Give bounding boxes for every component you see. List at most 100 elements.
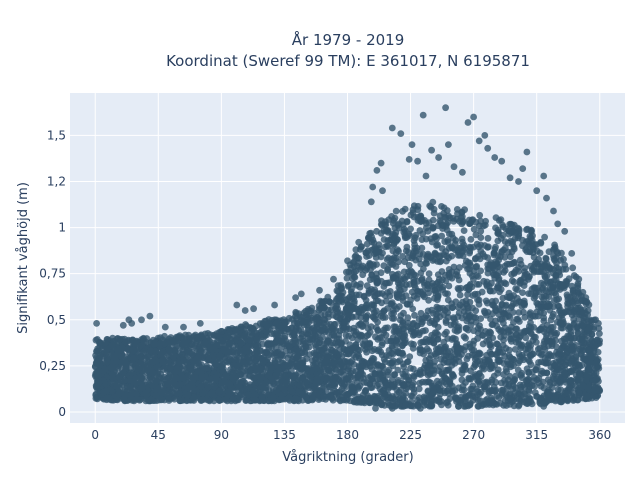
data-point bbox=[336, 369, 344, 376]
data-point bbox=[474, 358, 482, 365]
data-point bbox=[476, 322, 483, 330]
data-point bbox=[302, 307, 309, 315]
data-point bbox=[317, 368, 325, 376]
data-point bbox=[250, 363, 258, 371]
data-point bbox=[422, 259, 430, 267]
data-point bbox=[528, 285, 536, 293]
data-point bbox=[126, 384, 134, 391]
data-point bbox=[331, 348, 339, 355]
data-point bbox=[511, 346, 519, 353]
data-point bbox=[481, 242, 489, 249]
data-point bbox=[363, 348, 370, 356]
data-point bbox=[444, 313, 452, 321]
data-point bbox=[368, 233, 375, 241]
data-point bbox=[484, 269, 492, 277]
data-point bbox=[588, 354, 596, 361]
data-point bbox=[355, 385, 362, 392]
data-point bbox=[537, 279, 545, 287]
data-point bbox=[458, 376, 466, 384]
data-point bbox=[318, 298, 326, 306]
data-point bbox=[460, 227, 468, 235]
data-point bbox=[561, 342, 568, 349]
data-point bbox=[426, 355, 433, 363]
data-point bbox=[384, 385, 392, 393]
data-point bbox=[404, 373, 412, 380]
data-point bbox=[425, 276, 433, 284]
data-point bbox=[306, 339, 314, 346]
data-point bbox=[495, 217, 503, 224]
data-point bbox=[516, 256, 524, 264]
data-point bbox=[565, 325, 573, 333]
data-point bbox=[411, 244, 419, 252]
data-point bbox=[506, 361, 514, 368]
data-point bbox=[530, 374, 538, 381]
data-point bbox=[223, 333, 231, 340]
data-point bbox=[596, 337, 603, 344]
data-point bbox=[459, 366, 467, 374]
data-point bbox=[377, 348, 385, 356]
data-point bbox=[259, 358, 267, 366]
data-point bbox=[582, 395, 590, 402]
data-point bbox=[167, 334, 175, 341]
data-point bbox=[585, 346, 592, 354]
data-point bbox=[467, 367, 474, 375]
data-point bbox=[325, 329, 332, 337]
data-point bbox=[428, 401, 436, 409]
data-point bbox=[555, 265, 563, 272]
data-point bbox=[411, 281, 418, 289]
data-point bbox=[299, 391, 307, 398]
data-point bbox=[484, 309, 492, 316]
data-point bbox=[528, 330, 535, 338]
data-point bbox=[415, 255, 423, 263]
data-point bbox=[389, 270, 396, 278]
data-point bbox=[242, 397, 250, 404]
data-point bbox=[466, 270, 474, 277]
data-point bbox=[448, 274, 456, 282]
data-point bbox=[93, 336, 101, 343]
data-point bbox=[378, 400, 386, 407]
data-point bbox=[500, 371, 507, 378]
data-point bbox=[315, 306, 323, 314]
data-point bbox=[394, 377, 402, 384]
data-point bbox=[197, 331, 205, 339]
data-point bbox=[547, 316, 555, 324]
data-point bbox=[474, 253, 482, 260]
data-point bbox=[483, 278, 491, 286]
data-point bbox=[418, 244, 426, 252]
data-point bbox=[389, 344, 396, 352]
data-point bbox=[378, 334, 385, 341]
data-point bbox=[570, 315, 578, 323]
data-point bbox=[574, 396, 582, 404]
data-point bbox=[523, 226, 530, 234]
data-point bbox=[415, 215, 423, 223]
data-point bbox=[225, 388, 233, 395]
data-point bbox=[544, 359, 552, 367]
data-point bbox=[491, 303, 499, 311]
data-point bbox=[241, 332, 248, 339]
data-point bbox=[416, 379, 424, 387]
data-point bbox=[368, 301, 376, 308]
data-point bbox=[506, 354, 514, 361]
data-point bbox=[280, 371, 288, 379]
data-point bbox=[465, 375, 473, 383]
data-point bbox=[464, 291, 471, 298]
data-point bbox=[529, 312, 537, 320]
data-point bbox=[512, 325, 520, 333]
data-points bbox=[91, 104, 604, 412]
data-point bbox=[475, 301, 483, 308]
data-point bbox=[437, 356, 445, 363]
data-point bbox=[473, 262, 481, 270]
data-point bbox=[521, 268, 528, 276]
data-point bbox=[180, 374, 187, 382]
data-point bbox=[473, 272, 480, 279]
data-point bbox=[545, 293, 553, 301]
data-point bbox=[359, 262, 366, 270]
data-point bbox=[477, 315, 485, 322]
data-point bbox=[484, 254, 492, 261]
data-point bbox=[477, 234, 485, 242]
data-point bbox=[419, 230, 427, 238]
data-point bbox=[407, 225, 414, 233]
data-point bbox=[389, 247, 397, 255]
data-point bbox=[490, 372, 498, 380]
data-point bbox=[104, 358, 111, 366]
